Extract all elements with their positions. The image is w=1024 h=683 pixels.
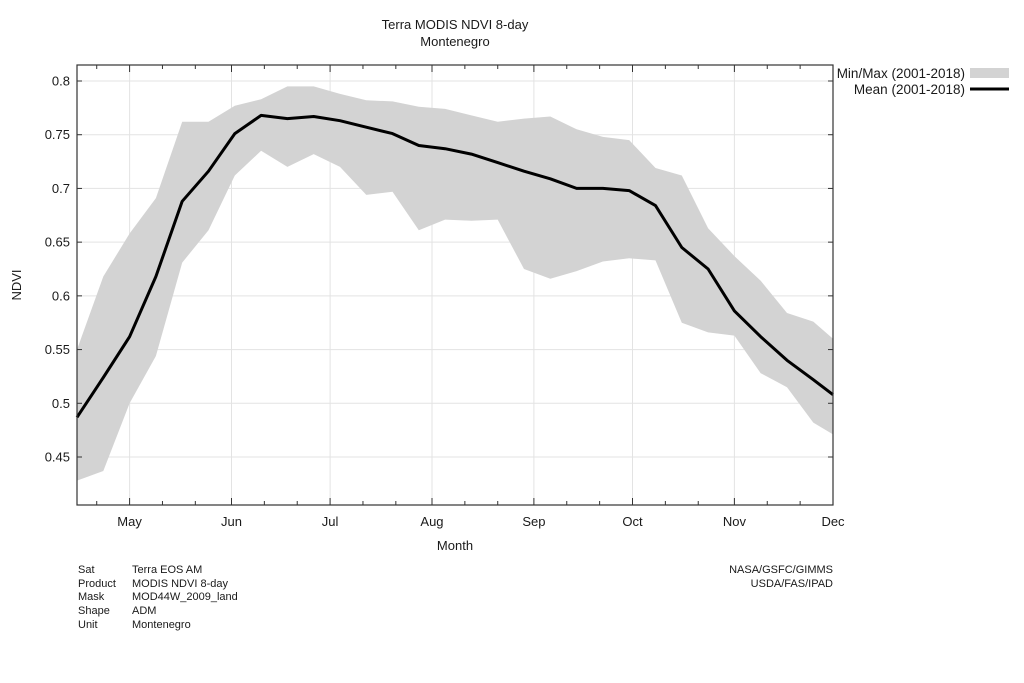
y-tick-label: 0.45 <box>45 450 70 465</box>
metadata-value: ADM <box>132 605 157 618</box>
min-max-band-layer <box>77 86 833 481</box>
x-tick-label: Dec <box>821 514 845 529</box>
chart-title: Terra MODIS NDVI 8-day <box>381 17 529 32</box>
x-tick-label: May <box>117 514 142 529</box>
axis-ticks <box>77 65 834 505</box>
legend-label-mean: Mean (2001-2018) <box>853 82 965 97</box>
metadata-value: MOD44W_2009_land <box>132 591 238 604</box>
y-axis-label: NDVI <box>9 269 24 300</box>
min-max-band <box>77 86 833 481</box>
metadata-key: Sat <box>78 564 95 576</box>
y-tick-label: 0.8 <box>52 74 70 89</box>
x-axis-label: Month <box>437 538 473 553</box>
y-tick-label: 0.5 <box>52 396 70 411</box>
metadata-value: MODIS NDVI 8-day <box>132 577 228 590</box>
x-tick-label: Jun <box>221 514 242 529</box>
metadata-block: Sat Terra EOS AM Product MODIS NDVI 8-da… <box>78 564 278 634</box>
metadata-key: Shape <box>78 605 110 618</box>
y-tick-label: 0.65 <box>45 235 70 250</box>
x-tick-label: Aug <box>420 514 443 529</box>
credit-line: USDA/FAS/IPAD <box>750 577 833 590</box>
x-tick-labels: May Jun Jul Aug Sep Oct Nov Dec <box>117 514 845 529</box>
y-tick-label: 0.7 <box>52 181 70 196</box>
mean-line-layer <box>75 113 834 419</box>
y-tick-labels: 0.8 0.75 0.7 0.65 0.6 0.55 0.5 0.45 <box>45 74 70 465</box>
x-tick-label: Nov <box>723 514 747 529</box>
metadata-value: Terra EOS AM <box>132 564 203 576</box>
metadata-key: Product <box>78 577 116 590</box>
x-tick-label: Jul <box>322 514 339 529</box>
x-tick-label: Sep <box>522 514 545 529</box>
metadata-key: Unit <box>78 618 98 631</box>
x-tick-label: Oct <box>622 514 643 529</box>
chart-subtitle: Montenegro <box>420 34 490 49</box>
metadata-key: Mask <box>78 591 105 604</box>
legend-swatch-minmax <box>970 68 1009 78</box>
y-tick-label: 0.75 <box>45 127 70 142</box>
mean-line <box>75 113 834 419</box>
credit-line: NASA/GSFC/GIMMS <box>729 564 833 576</box>
y-tick-label: 0.6 <box>52 288 70 303</box>
y-tick-label: 0.55 <box>45 342 70 357</box>
legend-label-minmax: Min/Max (2001-2018) <box>836 66 965 81</box>
metadata-value: Montenegro <box>132 618 191 631</box>
plot-frame <box>76 64 834 506</box>
